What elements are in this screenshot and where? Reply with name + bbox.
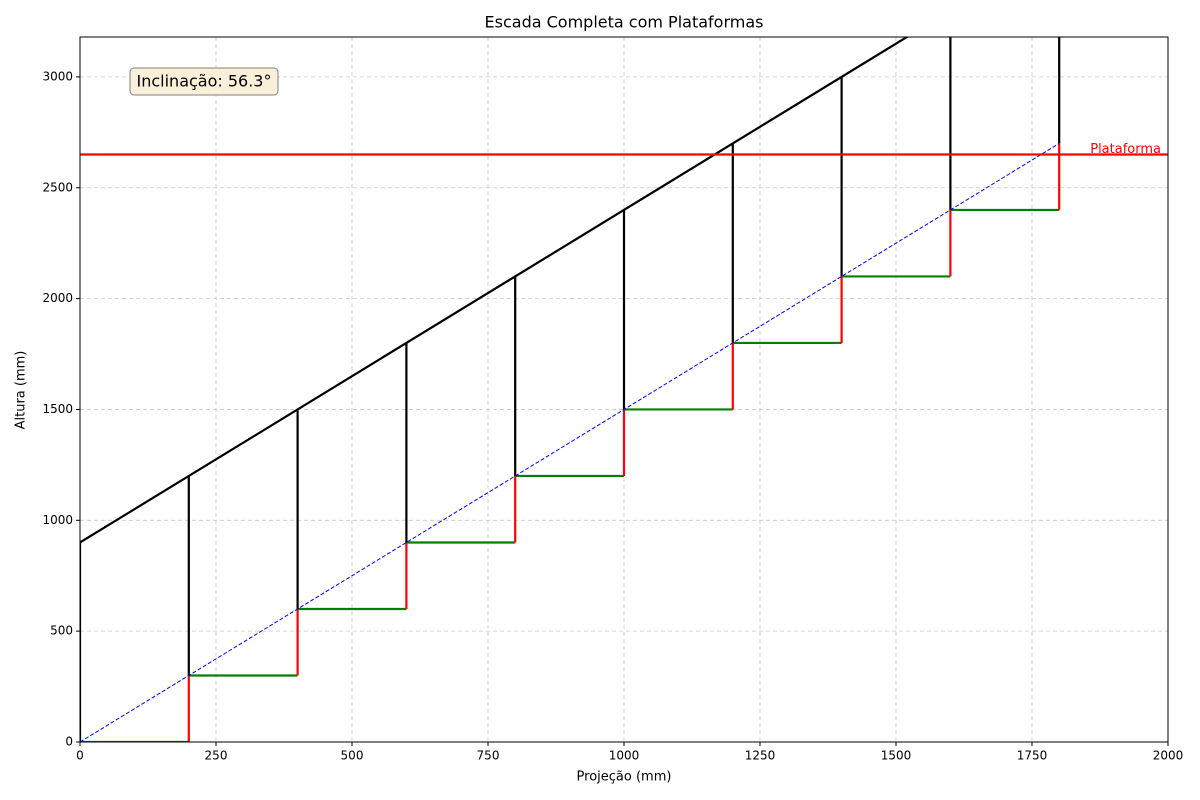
y-tick-label: 0 <box>65 735 73 749</box>
series-line <box>187 143 1061 742</box>
x-tick-label: 1500 <box>881 749 912 763</box>
x-tick-label: 500 <box>341 749 364 763</box>
x-tick-label: 2000 <box>1153 749 1184 763</box>
series-line <box>80 37 1061 742</box>
y-tick-label: 500 <box>50 624 73 638</box>
x-tick-label: 750 <box>477 749 500 763</box>
x-tick-label: 1250 <box>745 749 776 763</box>
series-line <box>80 208 1060 742</box>
y-tick-label: 1000 <box>42 513 73 527</box>
x-tick-label: 1000 <box>609 749 640 763</box>
y-tick-label: 2500 <box>42 180 73 194</box>
x-tick-label: 0 <box>76 749 84 763</box>
platform-label: Plataforma <box>1090 142 1161 157</box>
series-line <box>80 142 1060 742</box>
y-tick-label: 2000 <box>42 291 73 305</box>
annotation: Inclinação: 56.3° <box>137 72 272 91</box>
plot-area <box>80 37 1168 742</box>
y-tick-label: 1500 <box>42 402 73 416</box>
chart-title: Escada Completa com Plataformas <box>485 13 764 32</box>
x-tick-label: 250 <box>205 749 228 763</box>
series-line <box>80 37 909 544</box>
y-axis-label: Altura (mm) <box>14 351 29 430</box>
x-axis-label: Projeção (mm) <box>577 770 672 785</box>
annotation-box <box>129 67 279 96</box>
x-tick-label: 1750 <box>1017 749 1048 763</box>
y-tick-label: 3000 <box>42 69 73 83</box>
